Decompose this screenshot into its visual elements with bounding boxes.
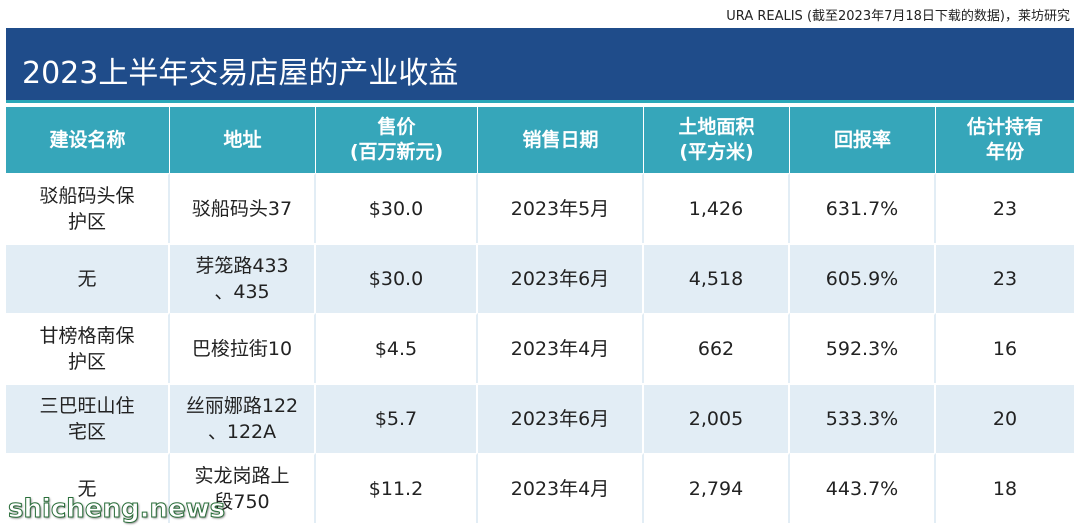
header-cell: 地址 xyxy=(170,107,316,173)
page-title: 2023上半年交易店屋的产业收益 xyxy=(22,56,459,91)
table-cell: 丝丽娜路122 、122A xyxy=(170,383,316,453)
table-cell: $5.7 xyxy=(316,383,478,453)
watermark: shicheng.news xyxy=(7,494,226,525)
table-cell: 2023年4月 xyxy=(478,313,644,383)
table-cell: 甘榜格南保 护区 xyxy=(6,313,170,383)
table-row: 甘榜格南保 护区 巴梭拉街10 $4.5 2023年4月 662 592.3% 1… xyxy=(6,313,1074,383)
table-cell: 533.3% xyxy=(790,383,936,453)
yield-table: 建设名称 地址 售价 (百万新元) 销售日期 土地面积 (平方米) 回报率 估计持有… xyxy=(6,107,1074,523)
table-cell: $30.0 xyxy=(316,243,478,313)
table-cell: 芽笼路433 、435 xyxy=(170,243,316,313)
table-row: 无 实龙岗路上 段750 $11.2 2023年4月 2,794 443.7% 1… xyxy=(6,453,1074,523)
table-cell: 16 xyxy=(936,313,1074,383)
table-cell: 631.7% xyxy=(790,173,936,243)
table-cell: $4.5 xyxy=(316,313,478,383)
header-cell: 建设名称 xyxy=(6,107,170,173)
table-cell: 605.9% xyxy=(790,243,936,313)
table-cell: 1,426 xyxy=(644,173,790,243)
table-cell: 4,518 xyxy=(644,243,790,313)
header-cell: 回报率 xyxy=(790,107,936,173)
table-cell: 驳船码头37 xyxy=(170,173,316,243)
title-bar: 2023上半年交易店屋的产业收益 xyxy=(6,28,1074,103)
table-cell: 2,794 xyxy=(644,453,790,523)
table-row: 无 芽笼路433 、435 $30.0 2023年6月 4,518 605.9% … xyxy=(6,243,1074,313)
header-cell: 销售日期 xyxy=(478,107,644,173)
table-cell: $30.0 xyxy=(316,173,478,243)
table-cell: 2023年5月 xyxy=(478,173,644,243)
source-note: URA REALIS (截至2023年7月18日下载的数据)，莱坊研究 xyxy=(726,9,1070,24)
header-cell: 售价 (百万新元) xyxy=(316,107,478,173)
table-cell: 无 xyxy=(6,453,170,523)
table-cell: 巴梭拉街10 xyxy=(170,313,316,383)
table-cell: 592.3% xyxy=(790,313,936,383)
table-header-row: 建设名称 地址 售价 (百万新元) 销售日期 土地面积 (平方米) 回报率 估计持有… xyxy=(6,107,1074,173)
table-cell: 2023年4月 xyxy=(478,453,644,523)
table-cell: 2023年6月 xyxy=(478,383,644,453)
table-row: 三巴旺山住 宅区 丝丽娜路122 、122A $5.7 2023年6月 2,005 … xyxy=(6,383,1074,453)
table-cell: 23 xyxy=(936,173,1074,243)
table-cell: 18 xyxy=(936,453,1074,523)
table-cell: 23 xyxy=(936,243,1074,313)
table-cell: 443.7% xyxy=(790,453,936,523)
table-cell: $11.2 xyxy=(316,453,478,523)
table-cell: 662 xyxy=(644,313,790,383)
table-cell: 2023年6月 xyxy=(478,243,644,313)
header-cell: 估计持有 年份 xyxy=(936,107,1074,173)
table-cell: 驳船码头保 护区 xyxy=(6,173,170,243)
table-cell: 20 xyxy=(936,383,1074,453)
table-cell: 实龙岗路上 段750 xyxy=(170,453,316,523)
header-cell: 土地面积 (平方米) xyxy=(644,107,790,173)
table-cell: 2,005 xyxy=(644,383,790,453)
table-cell: 三巴旺山住 宅区 xyxy=(6,383,170,453)
table-row: 驳船码头保 护区 驳船码头37 $30.0 2023年5月 1,426 631.7… xyxy=(6,173,1074,243)
table-cell: 无 xyxy=(6,243,170,313)
